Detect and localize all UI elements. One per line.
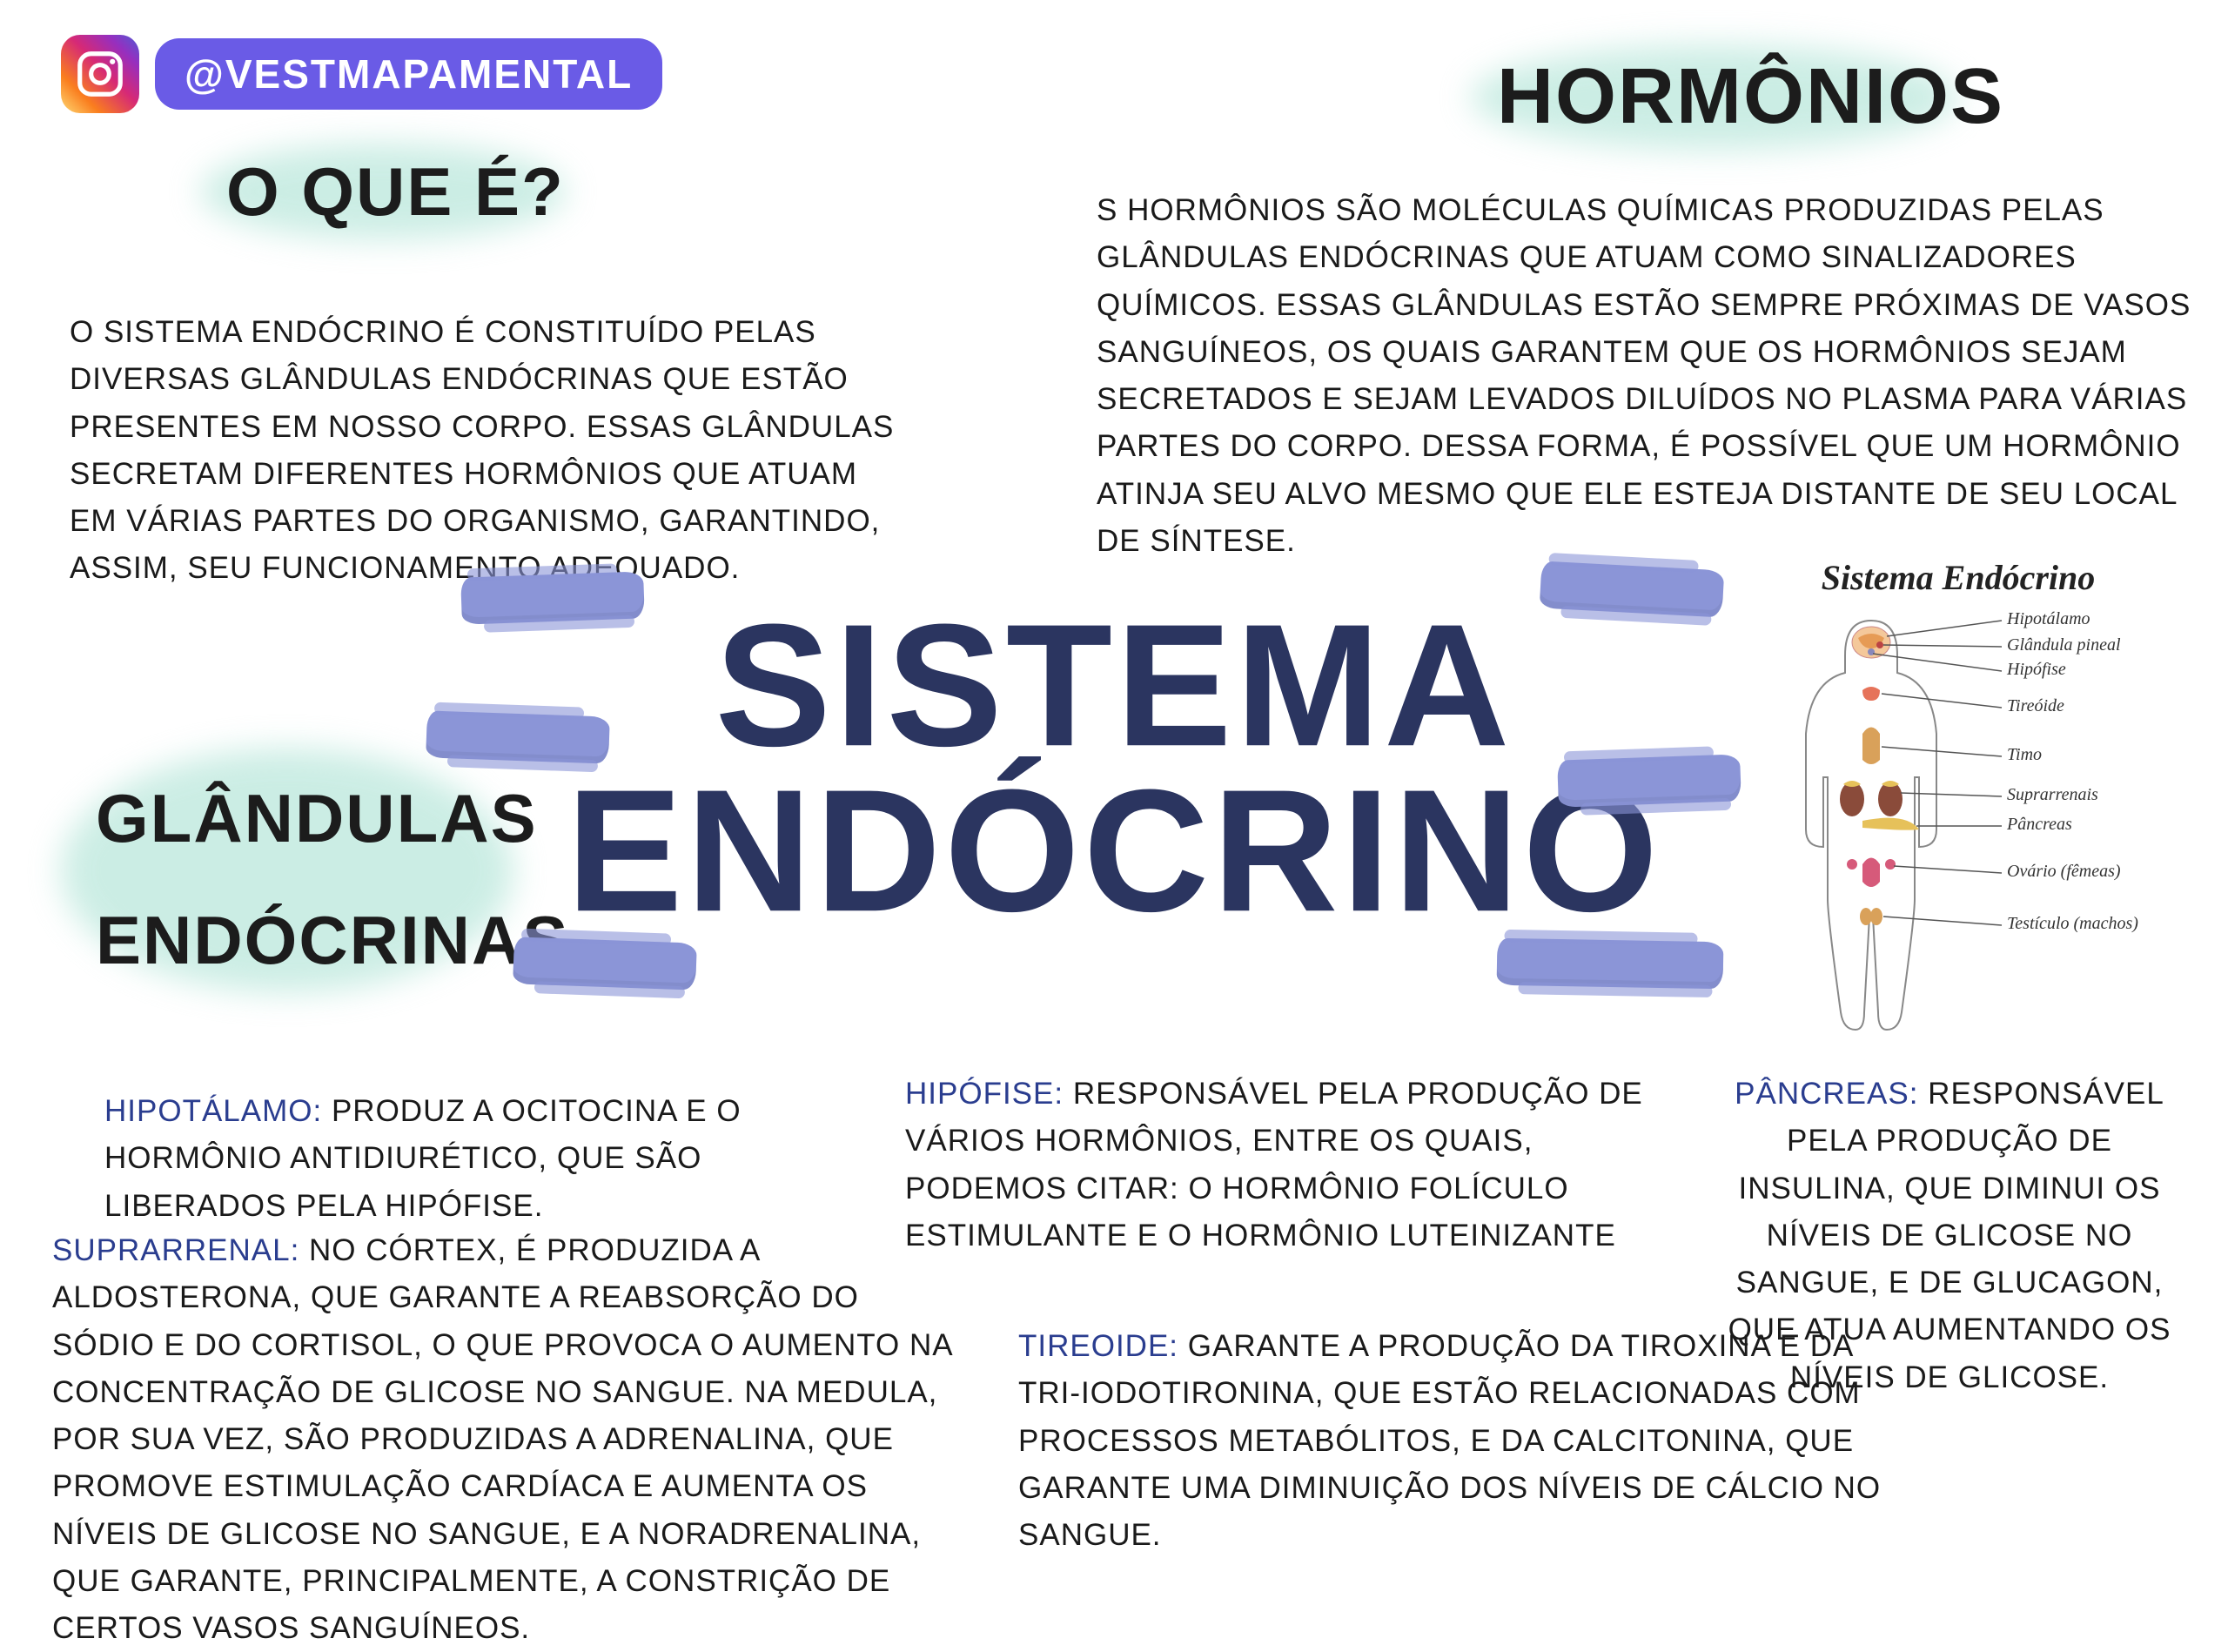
heading-hormonios: HORMÔNIOS (1497, 52, 2004, 142)
brush-stroke (460, 571, 645, 624)
diagram-label: Hipófise (2006, 660, 2066, 679)
diagram-label: Suprarrenais (2007, 785, 2098, 804)
heading-glandulas: GLÂNDULAS ENDÓCRINAS (96, 757, 569, 1002)
diagram-label: Ovário (fêmeas) (2007, 862, 2121, 881)
instagram-handle: @vestmapamental (155, 38, 662, 110)
text-suprarrenal: SUPRARRENAL: NO CÓRTEX, É PRODUZIDA A AL… (52, 1227, 966, 1652)
brush-stroke (1557, 754, 1741, 807)
text-oque: O SISTEMA ENDÓCRINO É CONSTITUÍDO PELAS … (70, 309, 905, 593)
brush-stroke (426, 710, 610, 763)
text-pancreas: PÂNCREAS: RESPONSÁVEL PELA PRODUÇÃO DE I… (1706, 1071, 2193, 1401)
instagram-icon (61, 35, 139, 113)
text-hormonios: S HORMÔNIOS SÃO MOLÉCULAS QUÍMICAS PRODU… (1097, 187, 2193, 565)
diagram-label: Timo (2007, 745, 2042, 764)
brush-stroke (1497, 938, 1724, 990)
text-hipotalamo: HIPOTÁLAMO: PRODUZ A OCITOCINA E O HORMÔ… (104, 1088, 836, 1230)
center-title: SISTEMAENDÓCRINO (567, 603, 1661, 934)
diagram-label: Glândula pineal (2007, 635, 2121, 655)
brush-stroke (1540, 561, 1725, 618)
diagram-title: Sistema Endócrino (1741, 557, 2176, 598)
instagram-badge: @vestmapamental (61, 35, 662, 113)
diagram-label: Hipotálamo (2006, 609, 2090, 628)
diagram-label: Pâncreas (2006, 815, 2072, 834)
diagram-label: Tireóide (2007, 696, 2064, 715)
endocrine-diagram: Sistema Endócrino (1741, 557, 2176, 1044)
heading-oque: O QUE É? (226, 152, 565, 232)
text-hipofise: HIPÓFISE: RESPONSÁVEL PELA PRODUÇÃO DE V… (905, 1071, 1671, 1259)
brush-stroke (513, 937, 697, 990)
diagram-label: Testículo (machos) (2007, 914, 2138, 933)
